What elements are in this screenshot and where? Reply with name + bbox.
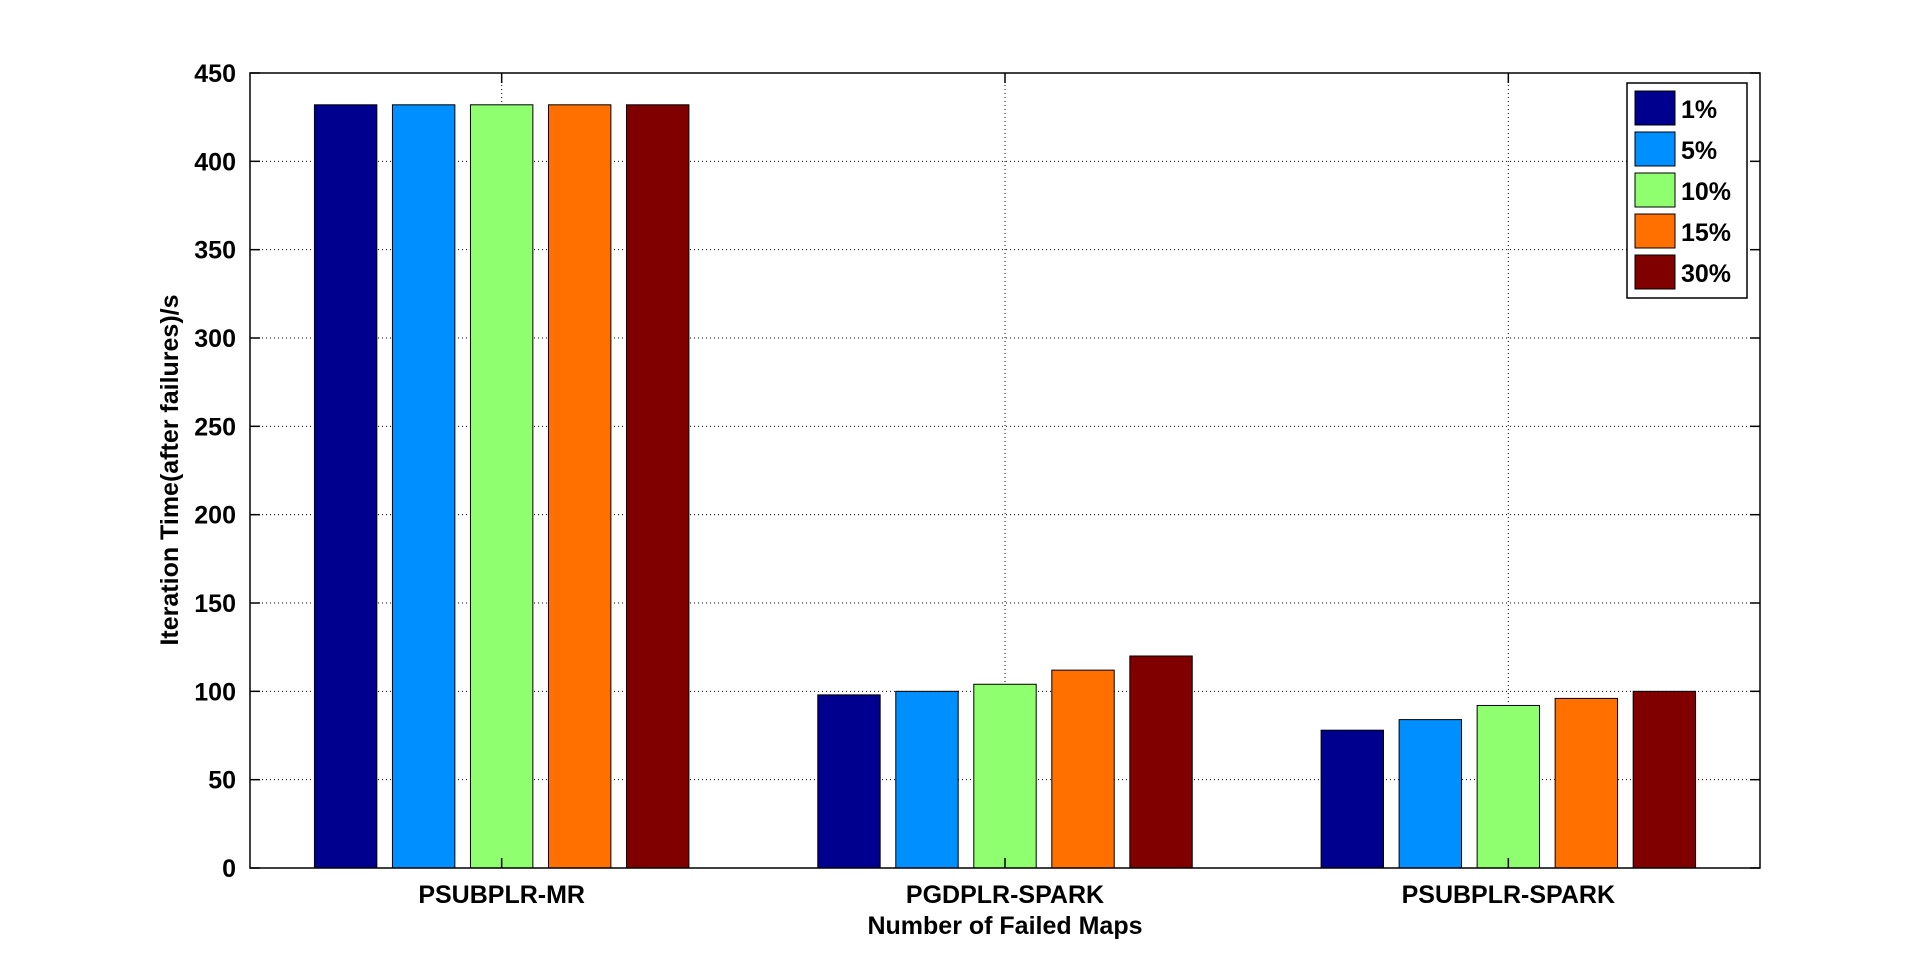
bar — [818, 695, 880, 868]
y-tick-label: 300 — [194, 325, 236, 353]
y-tick-label: 50 — [208, 767, 236, 795]
legend-label: 10% — [1681, 178, 1731, 206]
legend-swatch — [1635, 132, 1675, 166]
bar — [1555, 698, 1617, 868]
legend-swatch — [1635, 173, 1675, 207]
bar — [896, 691, 958, 868]
y-tick-label: 150 — [194, 590, 236, 618]
y-axis-title: Iteration Time(after failures)/s — [156, 294, 184, 645]
bar — [392, 105, 454, 868]
y-tick-label: 250 — [194, 413, 236, 441]
y-tick-label: 350 — [194, 237, 236, 265]
y-tick-label: 0 — [222, 855, 236, 883]
bar — [1477, 705, 1539, 868]
y-tick-label: 200 — [194, 502, 236, 530]
legend: 1% 5% 10% 15% 30% — [1627, 83, 1747, 298]
legend-label: 30% — [1681, 260, 1731, 288]
legend-swatch — [1635, 214, 1675, 248]
y-tick-label: 450 — [194, 60, 236, 88]
x-tick-label: PSUBPLR-SPARK — [1402, 881, 1615, 909]
x-axis-title: Number of Failed Maps — [867, 912, 1142, 940]
bar — [1052, 670, 1114, 868]
bar — [974, 684, 1036, 868]
legend-swatch — [1635, 255, 1675, 289]
legend-label: 5% — [1681, 137, 1717, 165]
bar — [470, 105, 532, 868]
bar — [1130, 656, 1192, 868]
bar — [1321, 730, 1383, 868]
bar — [1633, 691, 1695, 868]
legend-label: 15% — [1681, 219, 1731, 247]
x-tick-label: PSUBPLR-MR — [418, 881, 585, 909]
x-tick-label: PGDPLR-SPARK — [906, 881, 1104, 909]
y-tick-label: 100 — [194, 678, 236, 706]
legend-label: 1% — [1681, 96, 1717, 124]
bar — [1399, 720, 1461, 868]
bar — [626, 105, 688, 868]
bar — [548, 105, 610, 868]
bar — [314, 105, 376, 868]
legend-swatch — [1635, 91, 1675, 125]
y-tick-label: 400 — [194, 148, 236, 176]
